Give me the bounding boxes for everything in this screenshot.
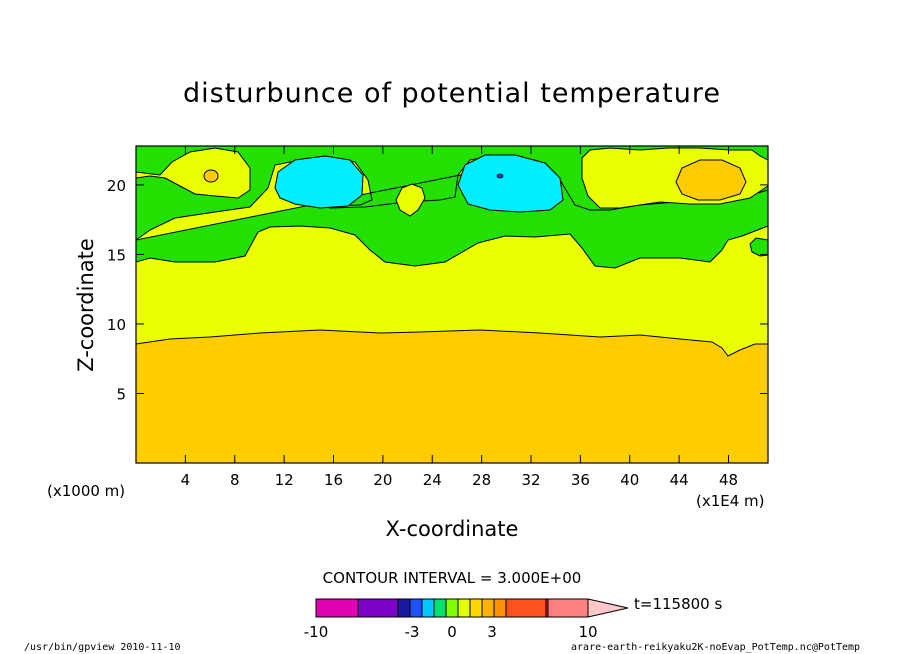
footer-right: arare-earth-reikyaku2K-noEvap_PotTemp.nc… [571,642,860,653]
region-cyan-left [274,155,364,209]
colorbar-segment [397,598,411,618]
x-tick-label: 4 [181,471,191,489]
x-tick-label: 32 [521,471,540,489]
colorbar-segment [505,598,547,618]
colorbar-segment [433,598,447,618]
y-tick-label: 5 [116,385,126,403]
region-blue-dot [496,173,504,179]
x-tick-label: 44 [670,471,689,489]
colorbar-segment [409,598,423,618]
colorbar-segment [421,598,435,618]
x-tick-label: 48 [719,471,738,489]
colorbar-labels: -10 -3 0 3 10 [304,623,598,641]
colorbar-segment [469,598,483,618]
x-tick-label: 12 [275,471,294,489]
footer-left: /usr/bin/gpview 2010-11-10 [24,642,181,653]
region-cyan-right [457,154,564,213]
x-tick-label: 8 [230,471,240,489]
x-tick-label: 40 [620,471,639,489]
x-tick-label: 36 [571,471,590,489]
colorbar-label: -3 [405,623,420,641]
plot-frame [135,145,769,464]
contour-interval-text: CONTOUR INTERVAL = 3.000E+00 [323,569,582,587]
region-yellow-patch-mid [395,183,426,217]
colorbar-arrow [587,598,629,618]
time-label: t=115800 s [634,595,722,613]
colorbar-segment [445,598,459,618]
colorbar-segment [315,598,359,618]
x-tick-label: 20 [373,471,392,489]
y-tick-label: 15 [107,246,126,264]
colorbar-segment [357,598,399,618]
x-units-right: (x1E4 m) [696,492,765,510]
colorbar-segment [481,598,495,618]
colorbar [315,598,629,618]
colorbar-label: 3 [487,623,497,641]
region-yellow-patch-left [135,147,251,199]
y-tick-label: 10 [107,316,126,334]
x-tick-label: 16 [324,471,343,489]
chart-title: disturbunce of potential temperature [183,78,721,109]
colorbar-label: 10 [578,623,597,641]
colorbar-segment [493,598,507,618]
colorbar-label: -10 [304,623,329,641]
y-tick-label: 20 [107,177,126,195]
x-axis: 4 8 12 16 20 24 28 32 36 40 44 48 [181,146,738,489]
y-axis: 5 10 15 20 [107,177,768,403]
colorbar-label: 0 [447,623,457,641]
colorbar-segment [457,598,471,618]
x-tick-label: 28 [472,471,491,489]
x-axis-title: X-coordinate [386,517,519,541]
x-tick-label: 24 [423,471,442,489]
y-axis-title: Z-coordinate [74,238,98,372]
x-units-left: (x1000 m) [47,482,125,500]
colorbar-segment [547,598,589,618]
plot-area [135,145,769,464]
region-orange-small [203,169,219,183]
region-orange-right [675,159,747,201]
